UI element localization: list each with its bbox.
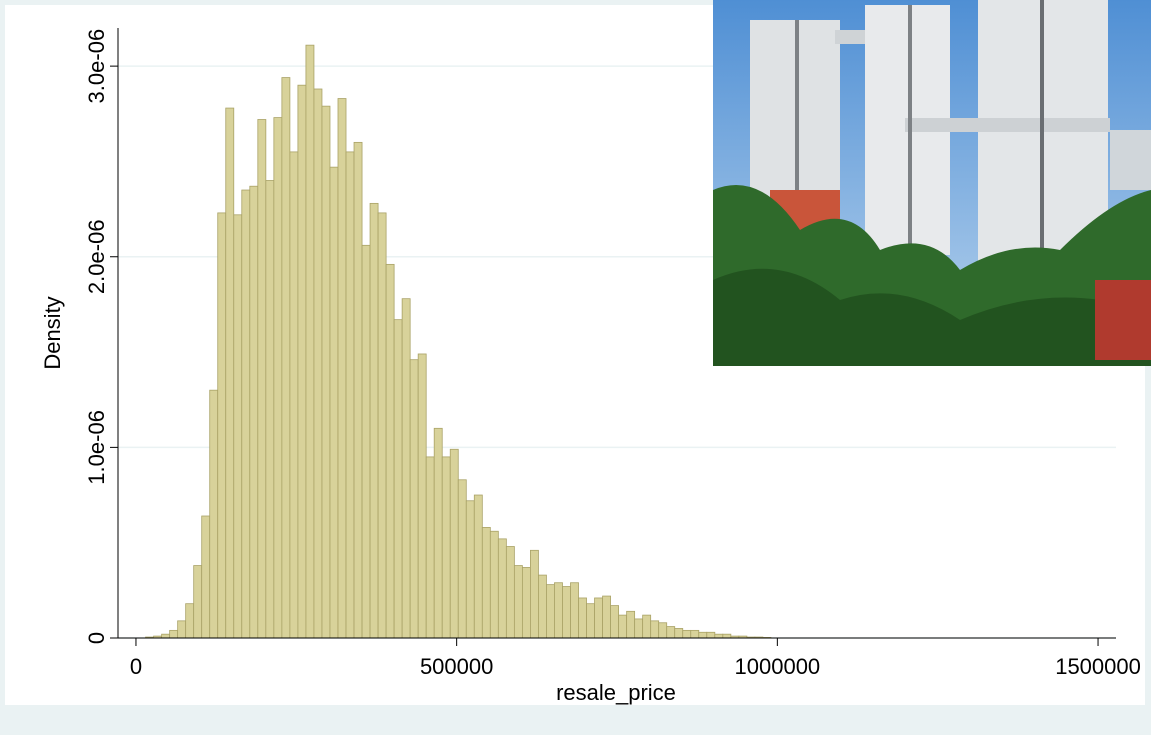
bar [618, 614, 628, 639]
bar [353, 141, 363, 639]
x-axis-label: resale_price [556, 680, 676, 705]
bar [610, 605, 620, 639]
bar [225, 107, 235, 639]
bar [682, 629, 692, 639]
bar [497, 538, 507, 639]
bar [193, 565, 203, 639]
bar [329, 166, 339, 639]
y-tick-label: 0 [84, 632, 109, 644]
bar [449, 448, 459, 639]
bar [241, 189, 251, 639]
x-tick-label: 1000000 [735, 654, 821, 679]
bar [521, 567, 531, 639]
bar [201, 515, 211, 639]
bar [602, 595, 611, 639]
bar [433, 427, 443, 639]
bar [417, 353, 427, 639]
bar [345, 151, 355, 639]
bar [369, 202, 379, 639]
bar [297, 84, 307, 639]
y-tick-label: 1.0e-06 [84, 410, 109, 485]
bar [249, 185, 259, 639]
bar [377, 212, 387, 639]
bar [505, 546, 515, 639]
bar [481, 527, 491, 639]
bar [554, 582, 563, 639]
bar [626, 610, 636, 639]
bar [217, 212, 227, 639]
bar [393, 319, 403, 639]
bar [361, 244, 371, 639]
bar [562, 586, 571, 639]
bar [233, 214, 243, 639]
bar [425, 456, 435, 639]
bar [281, 77, 291, 639]
bar [674, 628, 684, 639]
bar [698, 631, 708, 639]
y-axis-label: Density [40, 296, 65, 369]
bar [666, 626, 676, 639]
bar [257, 119, 267, 639]
bar [337, 98, 347, 639]
bar [441, 456, 451, 639]
bar [690, 629, 700, 639]
bar [538, 574, 547, 639]
bar [457, 479, 467, 639]
bar [289, 151, 299, 639]
bar [209, 389, 219, 639]
x-tick-label: 1500000 [1055, 654, 1141, 679]
bar [578, 597, 587, 639]
bar [177, 620, 187, 639]
photo [713, 0, 1151, 366]
bar [409, 359, 419, 639]
bar [265, 180, 275, 639]
bar [530, 549, 539, 639]
bar [313, 88, 323, 639]
bar [594, 597, 603, 639]
bar [185, 603, 195, 639]
bar [321, 105, 331, 639]
bar [169, 629, 179, 639]
x-tick-label: 0 [130, 654, 142, 679]
bar [465, 500, 475, 639]
x-tick-label: 500000 [420, 654, 493, 679]
y-tick-label: 3.0e-06 [84, 29, 109, 104]
bar [513, 565, 523, 639]
bar [714, 633, 724, 639]
bar [570, 582, 579, 639]
bar [722, 633, 732, 639]
bar [161, 633, 171, 639]
bar [586, 603, 595, 639]
bar [634, 618, 644, 639]
bar [658, 622, 668, 639]
bar [473, 494, 483, 639]
bar [489, 530, 499, 639]
bar [642, 614, 652, 639]
y-tick-label: 2.0e-06 [84, 219, 109, 294]
bar [273, 117, 283, 639]
bar [305, 44, 315, 639]
bar [546, 584, 555, 639]
bar [706, 631, 716, 639]
bar [385, 263, 395, 639]
bar [650, 620, 660, 639]
bar [401, 298, 411, 639]
